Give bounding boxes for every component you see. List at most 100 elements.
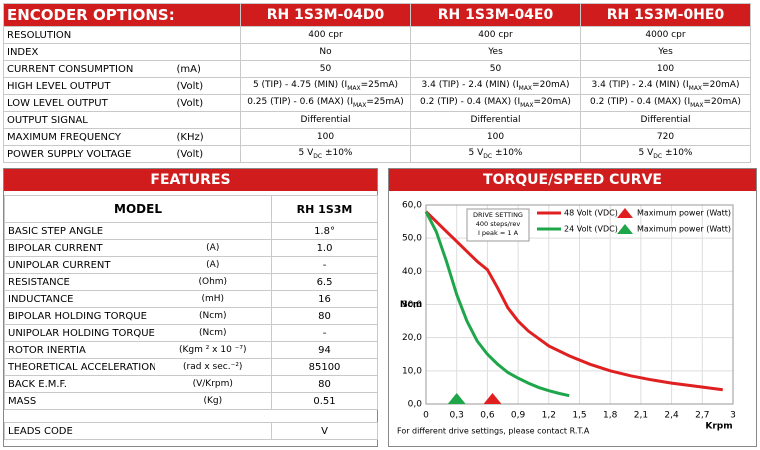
line <box>424 210 570 398</box>
x-tick-label: 1,2 <box>542 411 556 421</box>
legend-label: 24 Volt (VDC) <box>564 225 618 234</box>
cell: 50 <box>410 60 581 78</box>
subscript: MAX <box>520 101 534 109</box>
row-label: RESOLUTION <box>3 26 174 44</box>
legend-marker <box>617 224 633 234</box>
encoder-title: ENCODER OPTIONS: <box>3 3 241 27</box>
feature-row: BIPOLAR CURRENT (A) 1.0 <box>4 239 379 257</box>
y-tick-label: 60,0 <box>402 201 422 211</box>
x-axis-label: Krpm <box>705 422 732 432</box>
encoder-table: ENCODER OPTIONS: RH 1S3M-04D0 RH 1S3M-04E0… <box>3 3 751 163</box>
row-value: 80 <box>271 307 379 325</box>
row-value: 85100 <box>271 358 379 376</box>
text-part: =20mA) <box>703 97 741 108</box>
encoder-row: HIGH LEVEL OUTPUT (Volt) 5 (TIP) - 4.75 (M… <box>3 77 751 95</box>
annotation-box <box>466 208 530 242</box>
text-part: ±10% <box>322 148 353 159</box>
cell: 100 <box>410 128 581 146</box>
row-value: 94 <box>271 341 379 359</box>
subscript: MAX <box>690 101 704 109</box>
line <box>424 210 723 392</box>
row-label: LEADS CODE <box>4 422 155 440</box>
encoder-row: LOW LEVEL OUTPUT (Volt) 0.25 (TIP) - 0.6 (… <box>3 94 751 112</box>
feature-row: ROTOR INERTIA (Kgm ² x 10 ⁻⁷) 94 <box>4 341 379 359</box>
cell: 0.2 (TIP) - 0.4 (MAX) (IMAX=20mA) <box>410 94 581 112</box>
row-value: 1.0 <box>271 239 379 257</box>
y-tick-label: 40,0 <box>402 267 422 277</box>
column-header: RH 1S3M-04E0 <box>410 3 581 27</box>
text-part: 3.4 (TIP) - 2.4 (MIN) (I <box>591 80 689 91</box>
subscript: MAX <box>688 84 703 92</box>
row-unit: (Volt) <box>173 94 241 112</box>
cell: Differential <box>580 111 751 129</box>
row-label: BASIC STEP ANGLE <box>4 222 155 240</box>
legend-marker <box>617 208 633 218</box>
row-unit: (Ohm) <box>154 273 273 291</box>
annotation: I peak = 1 A <box>478 229 519 237</box>
text-part: 0.2 (TIP) - 0.4 (MAX) (I <box>420 97 521 108</box>
cell: 5 (TIP) - 4.75 (MIN) (IMAX=25mA) <box>240 77 411 95</box>
cell: Yes <box>580 43 751 61</box>
subscript: DC <box>653 152 663 160</box>
text-part: 5 V <box>468 148 484 159</box>
x-tick-label: 0,3 <box>450 411 464 421</box>
annotation: DRIVE SETTING <box>473 211 523 219</box>
x-tick-label: 3 <box>730 411 736 421</box>
x-tick-label: 1,5 <box>572 411 586 421</box>
x-tick-label: 2,4 <box>664 411 679 421</box>
max-power-marker <box>447 393 466 404</box>
text-part: ±10% <box>492 148 523 159</box>
column-header: RH 1S3M-04D0 <box>240 3 411 27</box>
row-unit: (rad x sec.⁻²) <box>154 358 273 376</box>
cell: 100 <box>580 60 751 78</box>
cell: 50 <box>240 60 411 78</box>
row-label: MAXIMUM FREQUENCY <box>3 128 174 146</box>
spacer-cell <box>5 410 378 423</box>
encoder-section: ENCODER OPTIONS: RH 1S3M-04D0 RH 1S3M-04E0… <box>3 3 751 163</box>
x-tick-label: 1,8 <box>603 411 618 421</box>
encoder-row: OUTPUT SIGNAL Differential Differential Dif… <box>3 111 751 129</box>
row-value: 6.5 <box>271 273 379 291</box>
encoder-row: RESOLUTION 400 cpr 400 cpr 4000 cpr <box>3 26 751 44</box>
y-tick-label: 30,0 <box>402 300 422 310</box>
row-unit: (Kg) <box>154 392 273 410</box>
x-tick-label: 0,9 <box>511 411 526 421</box>
x-tick-label: 2,7 <box>695 411 709 421</box>
row-value: 1.8° <box>271 222 379 240</box>
row-unit: (mH) <box>154 290 273 308</box>
text-part: =20mA) <box>532 80 570 91</box>
row-label: MASS <box>4 392 155 410</box>
feature-row: BACK E.M.F. (V/Krpm) 80 <box>4 375 379 393</box>
feature-row: RESISTANCE (Ohm) 6.5 <box>4 273 379 291</box>
header-row: ENCODER OPTIONS: RH 1S3M-04D0 RH 1S3M-04E0… <box>3 3 751 27</box>
subscript: DC <box>313 152 323 160</box>
features-title: FEATURES <box>4 169 377 191</box>
cell: 3.4 (TIP) - 2.4 (MIN) (IMAX=20mA) <box>580 77 751 95</box>
subscript: MAX <box>352 101 367 109</box>
row-unit: (Volt) <box>173 77 241 95</box>
row-unit: (V/Krpm) <box>154 375 273 393</box>
row-label: THEORETICAL ACCELERATION <box>4 358 155 376</box>
row-value: 0.51 <box>271 392 379 410</box>
row-value: 16 <box>271 290 379 308</box>
row-label: INDUCTANCE <box>4 290 155 308</box>
header-row: MODEL RH 1S3M <box>3 195 379 223</box>
cell: 400 cpr <box>240 26 411 44</box>
model-header: MODEL <box>3 195 273 223</box>
row-label: ROTOR INERTIA <box>4 341 155 359</box>
cell: 0.2 (TIP) - 0.4 (MAX) (IMAX=20mA) <box>580 94 751 112</box>
cell: 3.4 (TIP) - 2.4 (MIN) (IMAX=20mA) <box>410 77 581 95</box>
curve-panel: TORQUE/SPEED CURVE 0,0 10,0 20,0 30,0 40,0 50… <box>388 168 757 447</box>
text-part: 0.25 (TIP) - 0.6 (MAX) (I <box>247 97 353 108</box>
row-value: V <box>271 422 379 440</box>
legend-label: Maximum power (Watt) <box>637 209 731 218</box>
row-label: BIPOLAR CURRENT <box>4 239 155 257</box>
encoder-row: CURRENT CONSUMPTION (mA) 50 50 100 <box>3 60 751 78</box>
y-tick-label: 0,0 <box>408 400 423 410</box>
max-power-marker <box>483 393 502 404</box>
x-tick-label: 0,6 <box>480 411 495 421</box>
row-label: RESISTANCE <box>4 273 155 291</box>
features-table: MODEL RH 1S3M BASIC STEP ANGLE 1.8° BIPOLAR … <box>3 195 379 440</box>
feature-row: BIPOLAR HOLDING TORQUE (Ncm) 80 <box>4 307 379 325</box>
row-value: - <box>271 256 379 274</box>
